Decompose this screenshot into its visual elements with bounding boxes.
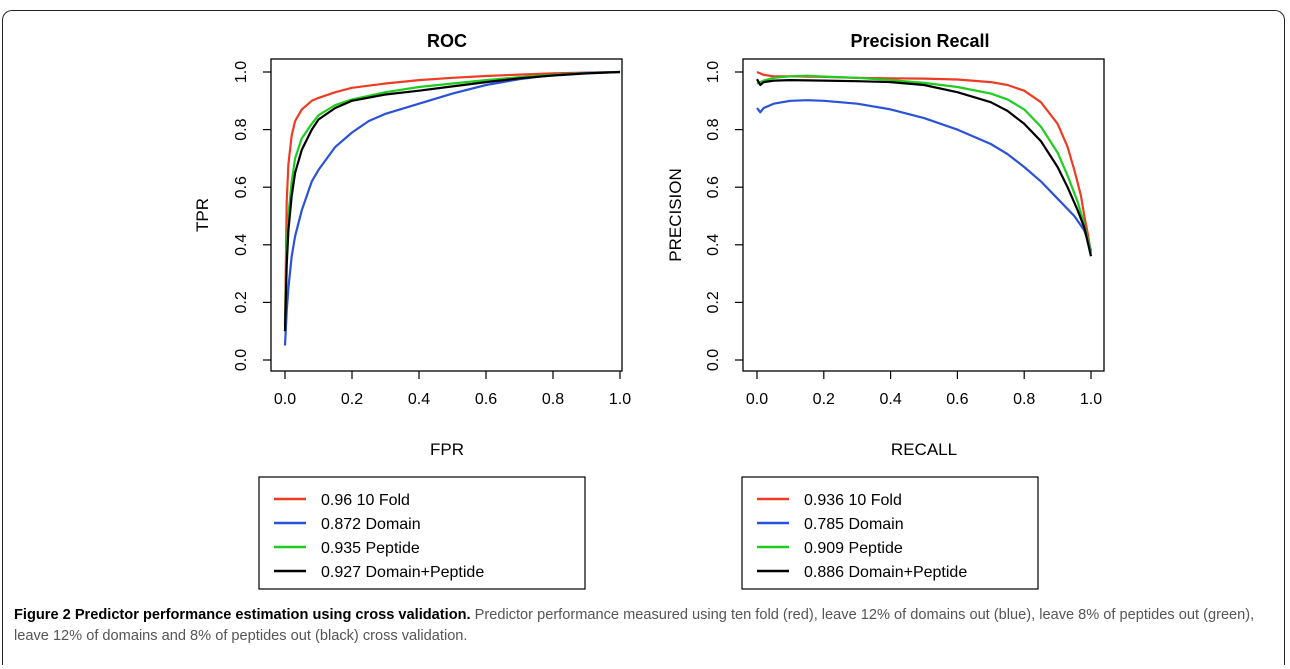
x-tick-label: 0.2 — [813, 391, 835, 408]
y-tick-label: 0.4 — [705, 234, 722, 256]
series-line — [283, 70, 621, 346]
x-tick-label: 0.8 — [542, 391, 564, 408]
figure-frame — [2, 10, 1285, 665]
legend-entry: 0.909 Peptide — [804, 540, 903, 557]
series-line — [283, 70, 621, 332]
legend-entry: 0.785 Domain — [804, 516, 904, 533]
series-line — [756, 74, 1093, 254]
y-axis-label: TPR — [193, 198, 212, 232]
x-axis-label: FPR — [430, 440, 464, 459]
series-line — [756, 99, 1093, 251]
plot-area — [270, 58, 623, 372]
y-tick-label: 0.0 — [233, 349, 250, 371]
legend-box — [741, 476, 1039, 590]
y-axis-label: PRECISION — [666, 168, 685, 262]
x-tick-label: 0.0 — [274, 391, 296, 408]
y-tick-label: 1.0 — [233, 61, 250, 83]
x-tick-label: 0.6 — [946, 391, 968, 408]
series-line — [756, 78, 1093, 257]
x-tick-label: 1.0 — [609, 391, 631, 408]
chart-title: Precision Recall — [850, 31, 989, 51]
y-tick-label: 0.8 — [705, 118, 722, 140]
x-tick-label: 0.4 — [408, 391, 430, 408]
caption-text: Predictor performance measured using ten… — [14, 607, 1255, 644]
legend-entry: 0.96 10 Fold — [321, 492, 410, 509]
roc-panel: ROC 0.0 0.2 0.4 0.6 0.8 1.0 0.0 0.2 0.4 0.6 0.8 1.0 F… — [193, 31, 631, 590]
precision-recall-panel: Precision Recall 0.0 0.2 0.4 0.6 0.8 1.0 0.0 0.2… — [666, 31, 1105, 590]
x-tick-label: 0.4 — [879, 391, 901, 408]
series-line — [283, 70, 621, 326]
legend-entry: 0.935 Peptide — [321, 540, 420, 557]
legend-entry: 0.936 10 Fold — [804, 492, 902, 509]
y-tick-label: 0.8 — [233, 118, 250, 140]
legend-entry: 0.872 Domain — [321, 516, 421, 533]
legend-box — [258, 476, 586, 590]
figure-caption: Figure 2 Predictor performance estimatio… — [14, 605, 1276, 647]
x-tick-label: 0.6 — [475, 391, 497, 408]
legend-entry: 0.886 Domain+Peptide — [804, 564, 967, 581]
x-tick-label: 1.0 — [1080, 391, 1102, 408]
chart-title: ROC — [427, 31, 467, 51]
x-tick-label: 0.0 — [746, 391, 768, 408]
x-axis-label: RECALL — [891, 440, 957, 459]
y-tick-label: 0.6 — [705, 176, 722, 198]
y-tick-label: 0.4 — [233, 234, 250, 256]
x-tick-label: 0.8 — [1013, 391, 1035, 408]
y-tick-label: 0.2 — [233, 291, 250, 313]
y-tick-label: 0.2 — [705, 291, 722, 313]
x-tick-label: 0.2 — [341, 391, 363, 408]
caption-title: Figure 2 Predictor performance estimatio… — [14, 607, 471, 623]
y-tick-label: 0.0 — [705, 349, 722, 371]
y-tick-label: 0.6 — [233, 176, 250, 198]
series-line — [283, 70, 621, 326]
legend-entry: 0.927 Domain+Peptide — [321, 564, 484, 581]
y-tick-label: 1.0 — [705, 61, 722, 83]
plot-area — [742, 58, 1105, 372]
